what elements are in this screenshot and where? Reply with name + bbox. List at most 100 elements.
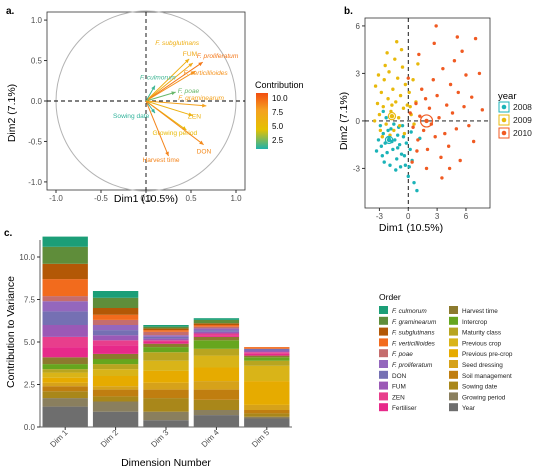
point-2008 bbox=[381, 131, 385, 136]
bar-segment-f-subglutinans bbox=[143, 328, 189, 331]
bar-dim-5 bbox=[244, 347, 290, 427]
contribution-legend-title: Contribution bbox=[255, 80, 304, 90]
point-2008 bbox=[397, 142, 402, 147]
bar-segment-year bbox=[42, 406, 88, 427]
panel-b-xlabel: Dim1 (10.5%) bbox=[379, 222, 443, 234]
order-legend-label: Previous pre-crop bbox=[462, 351, 513, 358]
x-tick-label: 6 bbox=[464, 212, 469, 221]
bar-segment-seed-dressing bbox=[244, 404, 290, 410]
panel-b: b. -3 0 3 6 6 3 0 -3 Dim1 (10.5%) Dim2 (7.1%) y… bbox=[338, 6, 532, 234]
y-tick-label: 0.0 bbox=[24, 423, 36, 432]
order-legend-label: Maturity class bbox=[462, 330, 501, 337]
order-legend-swatch bbox=[379, 316, 388, 325]
point-2008 bbox=[395, 146, 400, 150]
bar-segment-f-proliferatum bbox=[42, 301, 88, 312]
x-tick-label: 1.0 bbox=[230, 194, 242, 203]
contribution-tick-5: 5.0 bbox=[272, 122, 284, 131]
contribution-tick-7-5: 7.5 bbox=[272, 108, 284, 117]
point-2010 bbox=[446, 144, 451, 148]
point-2009 bbox=[390, 103, 394, 107]
point-2010 bbox=[458, 158, 462, 163]
point-2010 bbox=[441, 66, 445, 71]
point-2008 bbox=[408, 147, 412, 152]
order-legend-item-previous-pre-crop: Previous pre-crop bbox=[449, 349, 513, 358]
bar-segment-f-poae bbox=[42, 296, 88, 302]
bar-dim-1 bbox=[42, 236, 88, 427]
bar-segment-f-poae bbox=[143, 331, 189, 336]
point-2010 bbox=[448, 82, 453, 87]
bar-segment-f-verticillioides bbox=[193, 325, 240, 327]
point-2008 bbox=[407, 165, 411, 169]
contribution-colorbar bbox=[256, 93, 268, 149]
year-legend-title: year bbox=[498, 91, 516, 102]
panel-b-ylabel: Dim2 (7.1%) bbox=[338, 92, 350, 150]
order-legend-label: DON bbox=[392, 373, 407, 380]
bar-segment-fum bbox=[92, 335, 139, 341]
bar-segment-harvest-time bbox=[244, 355, 290, 358]
point-2010 bbox=[420, 87, 424, 91]
bar-segment-sowing-date bbox=[244, 413, 290, 417]
y-tick-label: 7.5 bbox=[24, 296, 36, 305]
order-legend-swatch bbox=[379, 349, 388, 358]
point-2009 bbox=[393, 57, 397, 61]
bar-segment-fertiliser bbox=[42, 347, 88, 358]
order-legend-item-f-poae: F. poae bbox=[379, 349, 413, 358]
bar-segment-f-culmorum bbox=[42, 236, 88, 247]
point-2009 bbox=[372, 119, 377, 123]
bar-segment-fum bbox=[193, 331, 240, 334]
bar-segment-zen bbox=[42, 336, 88, 348]
bar-segment-previous-crop bbox=[193, 355, 240, 368]
bar-segment-f-proliferatum bbox=[193, 328, 240, 331]
point-2010 bbox=[424, 166, 429, 171]
bar-segment-don bbox=[244, 348, 290, 351]
order-legend-item-previous-crop: Previous crop bbox=[449, 338, 502, 347]
centroid-dot-2008 bbox=[386, 137, 392, 143]
x-tick-label: Dim 3 bbox=[149, 428, 171, 450]
panel-c-ylabel: Contribution to Variance bbox=[5, 276, 17, 388]
order-legend-label: Harvest time bbox=[462, 308, 498, 315]
vector-arrow-line bbox=[145, 100, 204, 146]
bar-segment-maturity-class bbox=[244, 360, 290, 366]
bar-segment-fertiliser bbox=[143, 342, 189, 344]
bar-segment-f-poae bbox=[193, 326, 240, 329]
contribution-tick-2-5: 2.5 bbox=[272, 136, 284, 145]
bar-segment-f-verticillioides bbox=[244, 347, 290, 349]
point-2009 bbox=[392, 128, 396, 133]
bar-segment-previous-pre-crop bbox=[193, 367, 240, 382]
vector-arrowhead bbox=[151, 85, 155, 91]
vector-arrow-line bbox=[145, 100, 193, 117]
order-legend-label: FUM bbox=[392, 384, 406, 391]
bar-segment-fum bbox=[42, 325, 88, 337]
bar-segment-sowing-date bbox=[143, 398, 189, 412]
order-legend-label: Fertiliser bbox=[392, 405, 417, 412]
point-2010 bbox=[427, 106, 432, 110]
vector-arrowhead bbox=[151, 108, 155, 114]
x-tick-label: 3 bbox=[435, 212, 440, 221]
vector-harvest-time: Harvest time bbox=[143, 100, 180, 164]
order-legend-item-f-proliferatum: F. proliferatum bbox=[379, 360, 433, 369]
year-legend-item-2010: 2010 bbox=[498, 127, 532, 139]
centroid-2010 bbox=[419, 114, 434, 128]
order-legend-swatch bbox=[379, 381, 388, 390]
point-2008 bbox=[389, 127, 393, 131]
order-legend-swatch bbox=[379, 306, 388, 314]
panel-a-tag: a. bbox=[6, 6, 15, 17]
order-legend-item-f-verticillioides: F. verticillioides bbox=[379, 338, 436, 347]
point-2010 bbox=[450, 111, 455, 115]
bar-segment-sowing-date bbox=[92, 396, 139, 402]
bar-segment-f-subglutinans bbox=[193, 323, 240, 325]
point-2009 bbox=[411, 78, 415, 82]
x-tick-label: -1.0 bbox=[49, 194, 63, 203]
bar-segment-don bbox=[92, 330, 139, 336]
point-2010 bbox=[423, 97, 428, 101]
point-2009 bbox=[383, 63, 387, 68]
vector-label: Growing period bbox=[153, 130, 198, 137]
order-legend-swatch bbox=[379, 370, 388, 379]
point-2009 bbox=[412, 122, 416, 126]
bar-segment-don bbox=[193, 330, 240, 332]
order-legend-swatch bbox=[449, 306, 458, 314]
point-2010 bbox=[455, 35, 460, 39]
point-2009 bbox=[396, 116, 401, 120]
x-tick-label: -3 bbox=[376, 212, 384, 221]
point-2010 bbox=[425, 147, 430, 152]
